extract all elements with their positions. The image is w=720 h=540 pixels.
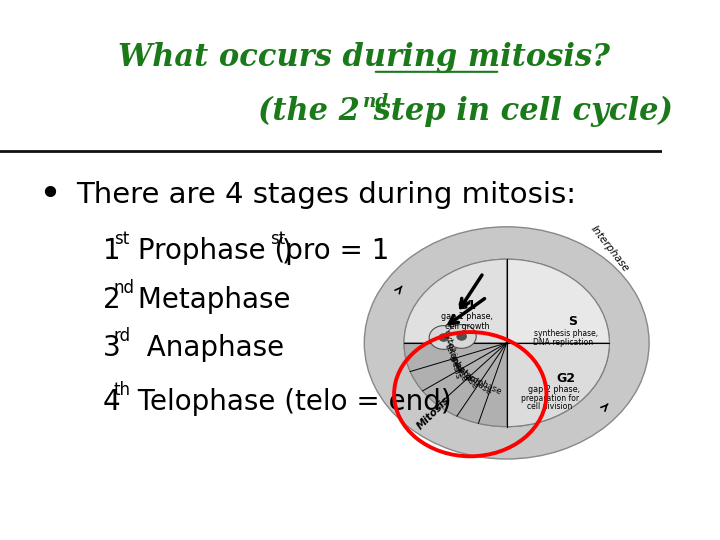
Wedge shape (507, 343, 609, 427)
FancyBboxPatch shape (0, 0, 662, 151)
Text: rd: rd (114, 327, 131, 346)
Polygon shape (0, 0, 66, 159)
Text: DNA replication: DNA replication (533, 339, 593, 347)
Text: 1: 1 (103, 237, 120, 265)
Text: st: st (270, 230, 285, 248)
Text: (the 2: (the 2 (258, 96, 360, 127)
Text: Anaphase: Anaphase (129, 334, 284, 362)
FancyBboxPatch shape (0, 151, 662, 540)
Text: Prophase (pro = 1: Prophase (pro = 1 (129, 237, 390, 265)
Text: nd: nd (114, 279, 135, 297)
Text: preparation for: preparation for (521, 394, 579, 403)
Polygon shape (0, 424, 58, 540)
Text: G1: G1 (457, 299, 477, 312)
Text: 3: 3 (103, 334, 120, 362)
Text: gap 1 phase,: gap 1 phase, (441, 313, 493, 321)
Text: gap 2 phase,: gap 2 phase, (528, 386, 580, 394)
Text: metaphase: metaphase (451, 361, 493, 397)
Text: What occurs during mitosis?: What occurs during mitosis? (118, 42, 611, 73)
Text: cell division: cell division (527, 402, 572, 411)
Polygon shape (530, 0, 662, 54)
Text: nd: nd (363, 92, 390, 111)
Circle shape (456, 332, 467, 341)
Text: anaphase: anaphase (446, 353, 480, 390)
Text: Interphase: Interphase (588, 224, 631, 273)
Circle shape (438, 333, 449, 342)
Text: 2: 2 (103, 286, 120, 314)
Text: synthesis phase,: synthesis phase, (534, 329, 598, 338)
Text: cytokinesis: cytokinesis (441, 328, 462, 380)
Text: Mitosis: Mitosis (415, 395, 452, 431)
Text: telophase: telophase (443, 342, 469, 384)
Text: th: th (114, 381, 131, 400)
Text: prophase: prophase (463, 372, 503, 397)
Circle shape (447, 325, 476, 348)
Text: st: st (114, 230, 129, 248)
Text: 4: 4 (103, 388, 120, 416)
Wedge shape (507, 259, 609, 427)
Text: cell growth: cell growth (445, 322, 489, 331)
Circle shape (429, 326, 459, 349)
Wedge shape (404, 343, 507, 427)
Text: There are 4 stages during mitosis:: There are 4 stages during mitosis: (76, 181, 576, 210)
Text: Telophase (telo = end): Telophase (telo = end) (129, 388, 451, 416)
Text: step in cell cycle): step in cell cycle) (363, 96, 672, 127)
Text: •: • (38, 177, 61, 214)
Text: Metaphase: Metaphase (129, 286, 291, 314)
Text: ): ) (282, 237, 292, 265)
Wedge shape (404, 259, 507, 343)
Polygon shape (0, 5, 52, 153)
Text: G2: G2 (557, 372, 576, 384)
Text: S: S (568, 315, 577, 328)
Polygon shape (0, 429, 45, 537)
